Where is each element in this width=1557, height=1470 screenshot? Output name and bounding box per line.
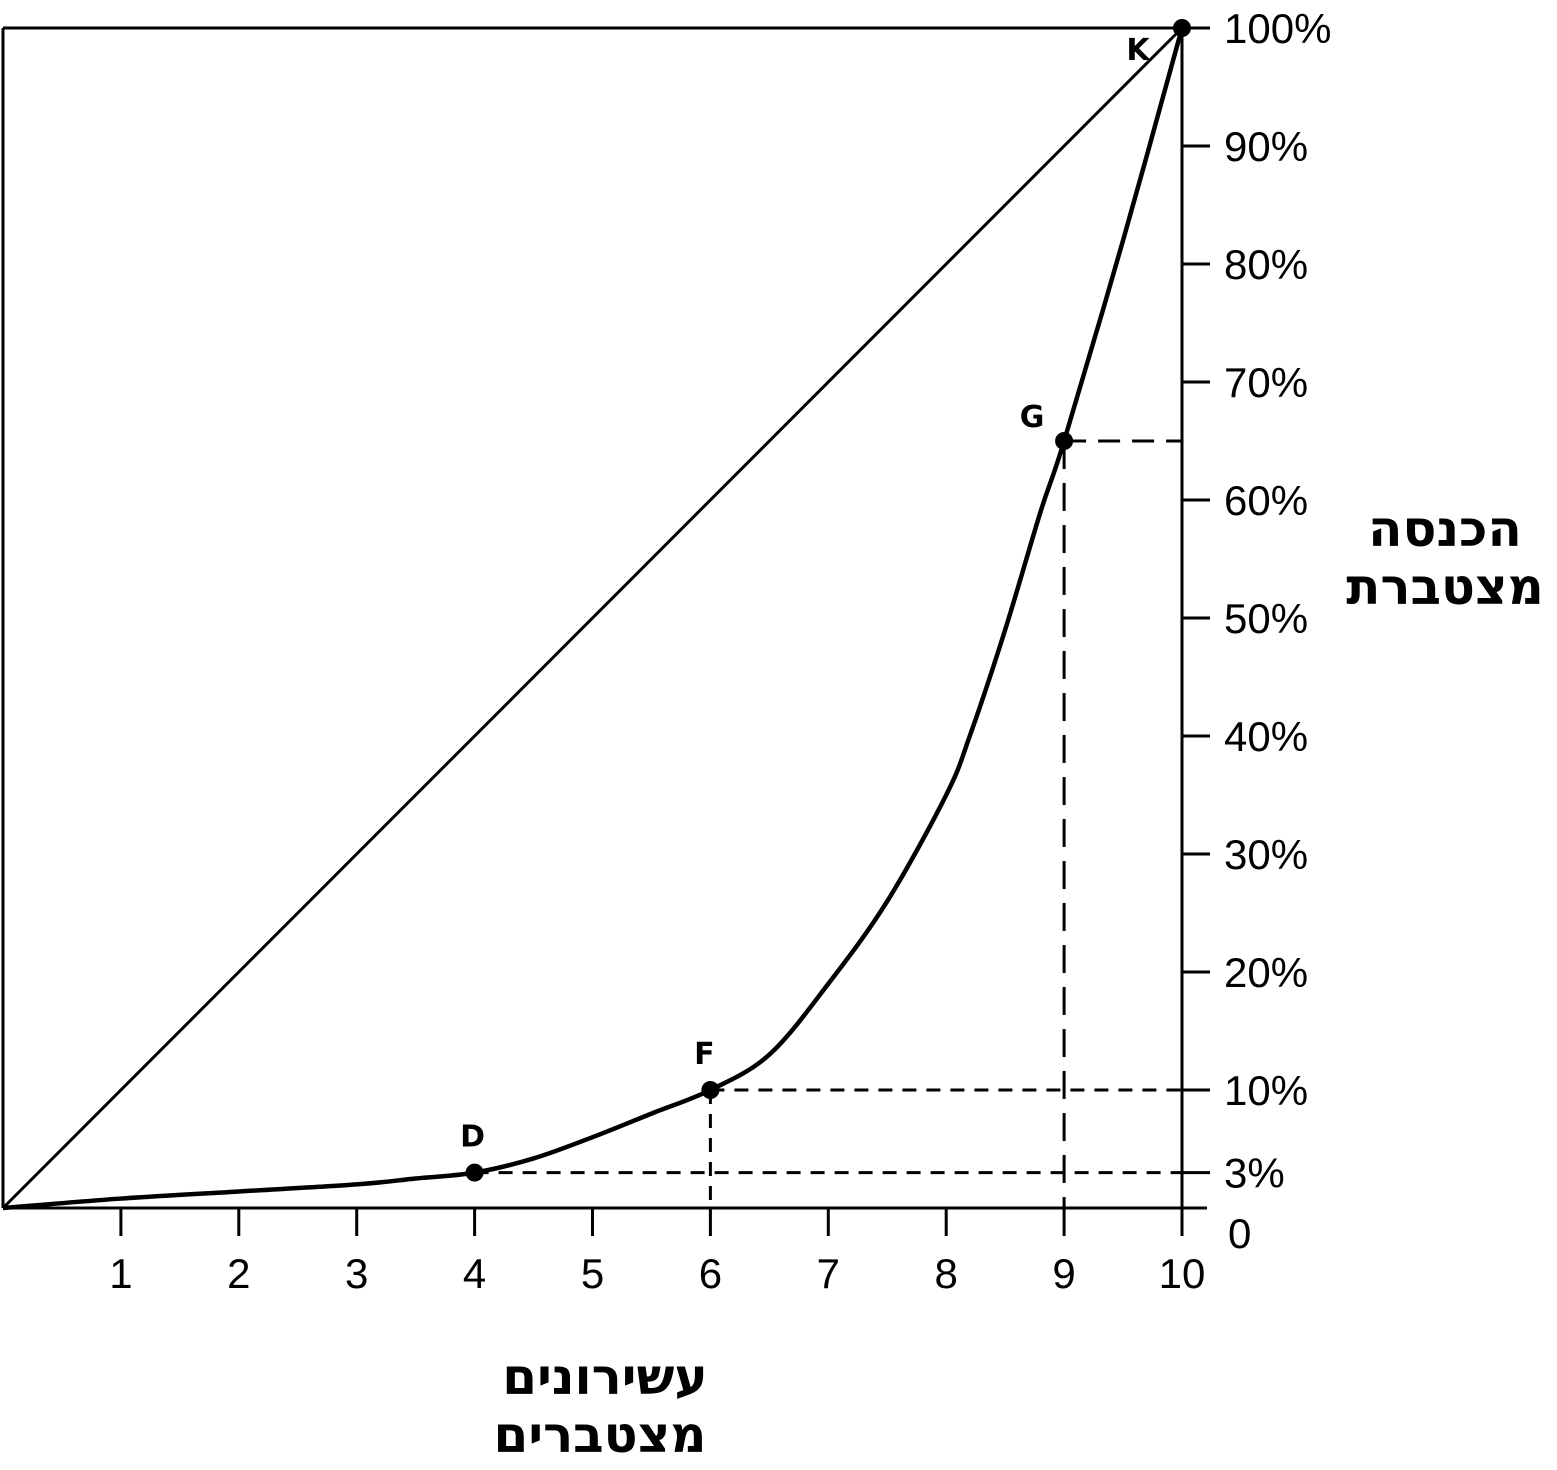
y-tick-label: 70% [1224, 359, 1308, 406]
point-label-k: K [1126, 33, 1151, 68]
y-tick-label: 60% [1224, 477, 1308, 524]
x-tick-label: 3 [345, 1250, 368, 1297]
x-tick-label: 6 [699, 1250, 722, 1297]
point-d [465, 1163, 484, 1182]
x-tick-label: 1 [109, 1250, 132, 1297]
x-tick-label: 2 [227, 1250, 250, 1297]
y-tick-label: 0 [1228, 1210, 1251, 1257]
x-tick-label: 4 [463, 1250, 486, 1297]
series-lines [1, 26, 1185, 1211]
y-tick-label: 10% [1224, 1067, 1308, 1114]
point-g [1055, 432, 1074, 450]
point-label-d: D [460, 1120, 485, 1155]
y-tick-label: 40% [1224, 713, 1308, 760]
x-axis-title-line1: עשירונים [502, 1348, 707, 1406]
lorenz-curve [2, 27, 1185, 1211]
point-label-f: F [694, 1037, 715, 1072]
axes: 1 2 3 4 5 6 7 8 9 10 0 3% 10% 20% 30% 40% 50% 60% 70% 80% 90… [3, 5, 1331, 1297]
equality-line [1, 26, 1184, 1210]
y-tick-label: 100% [1224, 5, 1331, 52]
y-tick-label: 90% [1224, 123, 1308, 170]
chart-frame [1, 26, 1182, 1208]
axis-titles: הכנסה מצטברת עשירונים מצטברים [494, 500, 1544, 1464]
x-tick-label: 8 [935, 1250, 958, 1297]
y-tick-label: 3% [1224, 1150, 1285, 1197]
y-tick-label: 50% [1224, 595, 1308, 642]
point-k [1173, 19, 1191, 37]
y-axis-title-line1: הכנסה [1368, 500, 1522, 558]
guide-lines [474, 439, 1182, 1208]
x-tick-label: 7 [817, 1250, 840, 1297]
x-tick-label: 5 [581, 1250, 604, 1297]
marked-points: D F G K [460, 19, 1191, 1182]
y-tick-label: 20% [1224, 949, 1308, 996]
x-axis-title-line2: מצטברים [494, 1406, 707, 1464]
x-tick-label: 9 [1052, 1250, 1075, 1297]
x-tick-label: 10 [1159, 1250, 1206, 1297]
y-tick-label: 80% [1224, 241, 1308, 288]
point-f [701, 1081, 720, 1099]
point-label-g: G [1020, 400, 1045, 435]
y-axis-title-line2: מצטברת [1346, 558, 1544, 616]
y-tick-label: 30% [1224, 831, 1308, 878]
